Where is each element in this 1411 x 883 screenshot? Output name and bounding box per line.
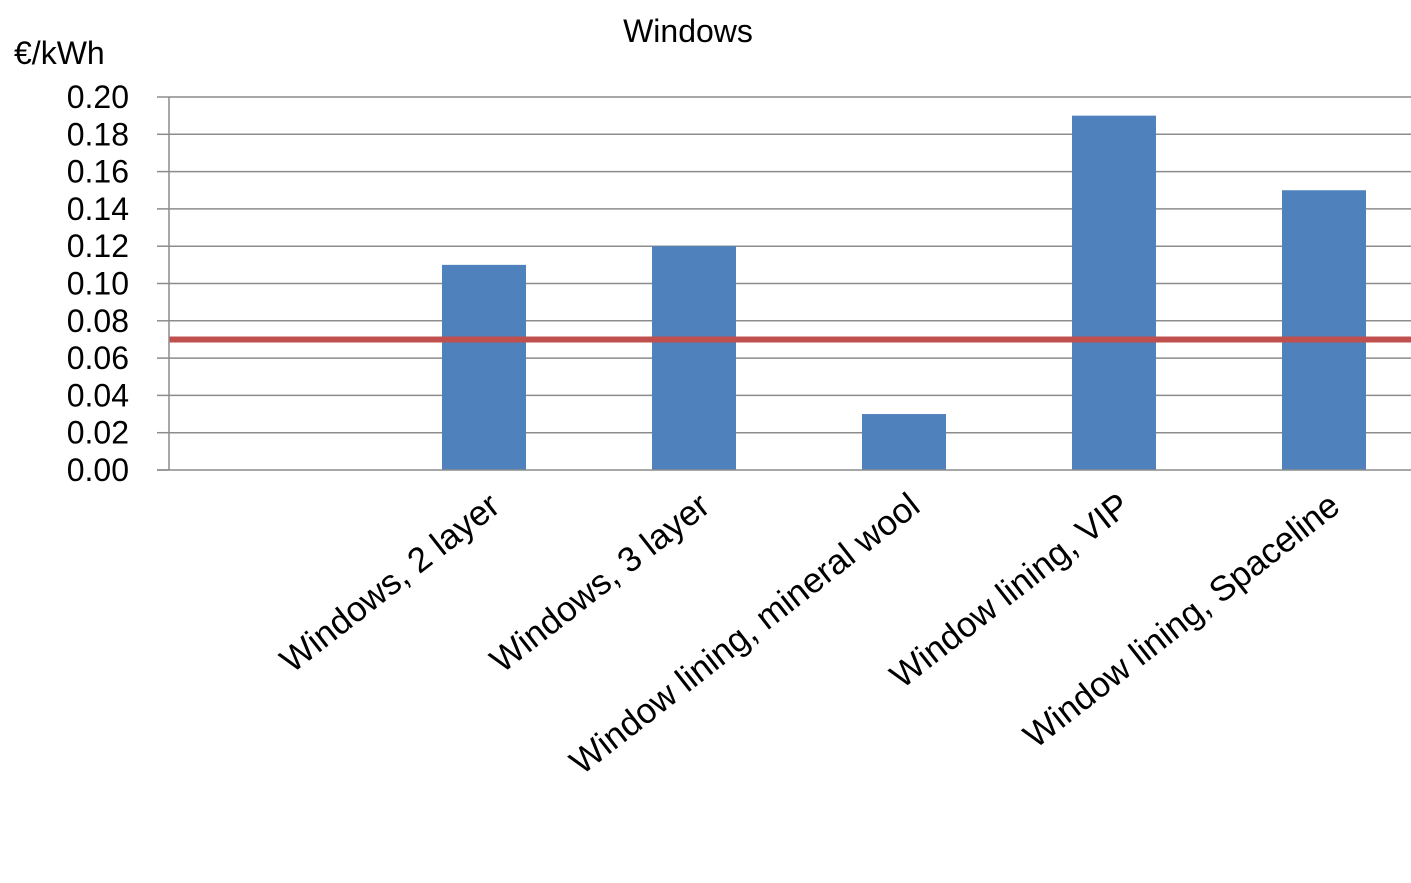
bars — [442, 115, 1366, 471]
y-tick-label: 0.16 — [67, 154, 129, 190]
y-tick-label: 0.02 — [67, 415, 129, 451]
y-tick-label: 0.12 — [67, 228, 129, 264]
y-tick-label: 0.20 — [67, 79, 129, 115]
y-tick-label: 0.18 — [67, 116, 129, 152]
y-tick-label: 0.14 — [67, 191, 129, 227]
y-tick-label: 0.00 — [67, 452, 129, 488]
bar — [1282, 190, 1366, 470]
y-axis-label: €/kWh — [14, 35, 105, 71]
x-tick-label: Windows, 3 layer — [483, 485, 717, 680]
x-tick-label: Window lining, mineral wool — [563, 486, 927, 783]
y-tick-labels: 0.000.020.040.060.080.100.120.140.160.18… — [67, 79, 129, 488]
x-tick-label: Windows, 2 layer — [273, 485, 507, 680]
bar — [652, 246, 736, 470]
y-tick-label: 0.10 — [67, 266, 129, 302]
bar — [862, 414, 946, 470]
bar — [442, 264, 526, 470]
y-tick-label: 0.04 — [67, 377, 129, 413]
chart-title: Windows — [623, 13, 753, 49]
gridlines — [157, 96, 1411, 471]
bar — [1072, 115, 1156, 471]
y-tick-label: 0.06 — [67, 340, 129, 376]
axes — [157, 97, 1411, 471]
y-tick-label: 0.08 — [67, 303, 129, 339]
